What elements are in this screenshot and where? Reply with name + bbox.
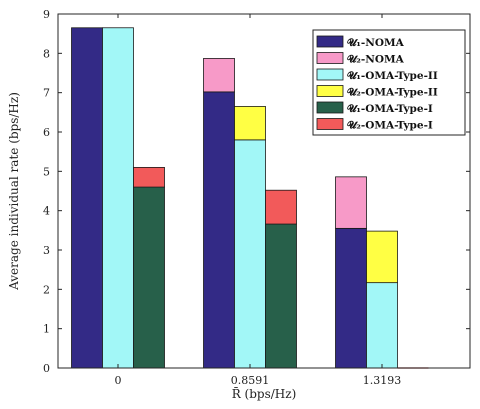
bar-noma-u1-1 <box>203 91 235 369</box>
bar-oma-type-i-u1-1 <box>265 223 297 369</box>
y-tick-label: 9 <box>43 8 50 21</box>
bar-oma-type-i-u2-0 <box>133 166 165 188</box>
legend-swatch <box>316 35 344 48</box>
bar-oma-type-ii-u2-2 <box>366 230 398 284</box>
y-axis-label: Average individual rate (bps/Hz) <box>7 92 21 291</box>
legend-label: 𝓤₁-NOMA <box>347 36 405 49</box>
legend-label: 𝓤₁-OMA-Type-I <box>347 102 433 115</box>
bar-oma-type-i-u1-0 <box>133 186 165 369</box>
legend-box <box>312 29 466 136</box>
bar-oma-type-ii-u1-2 <box>366 282 398 369</box>
bar-oma-type-ii-u1-0 <box>102 27 134 369</box>
legend-swatch <box>316 68 344 81</box>
y-tick-label: 8 <box>43 47 50 60</box>
legend-label: 𝓤₁-OMA-Type-II <box>347 69 438 82</box>
y-tick-label: 3 <box>43 244 50 257</box>
legend-label: 𝓤₂-NOMA <box>347 53 405 66</box>
x-axis-ticks: 0 0.8591 1.3193 <box>115 14 402 387</box>
bar-noma-u1-2 <box>335 227 367 369</box>
x-tick-label: 1.3193 <box>363 374 402 387</box>
y-tick-label: 1 <box>43 323 50 336</box>
x-tick-label: 0.8591 <box>231 374 270 387</box>
bar-oma-type-i-u2-1 <box>265 189 297 225</box>
legend-label: 𝓤₂-OMA-Type-II <box>347 86 438 99</box>
y-tick-label: 7 <box>43 87 50 100</box>
legend-swatch <box>316 85 344 97</box>
x-axis-label: R̄ (bps/Hz) <box>232 386 297 401</box>
legend-swatch <box>316 118 344 130</box>
plot-frame <box>57 13 471 369</box>
y-tick-label: 5 <box>43 165 50 178</box>
bar-noma-u2-1 <box>203 58 235 93</box>
bar-oma-type-ii-u2-1 <box>234 106 266 141</box>
y-tick-label: 4 <box>43 205 50 218</box>
y-axis-ticks: 0 1 2 3 4 5 6 7 8 9 <box>43 8 470 375</box>
y-tick-label: 6 <box>43 126 50 139</box>
y-tick-label: 2 <box>43 283 50 296</box>
legend-swatch <box>316 52 344 64</box>
bar-noma-u1-0 <box>71 27 103 369</box>
x-tick-label: 0 <box>115 374 122 387</box>
legend-swatch <box>316 101 344 114</box>
bar-noma-u2-2 <box>335 176 367 229</box>
legend-label: 𝓤₂-OMA-Type-I <box>347 119 433 132</box>
bar-oma-type-ii-u1-1 <box>234 139 266 369</box>
legend: 𝓤₁-NOMA 𝓤₂-NOMA 𝓤₁-OMA-Type-II 𝓤₂-OMA-Type-… <box>312 29 466 136</box>
y-tick-label: 0 <box>43 362 50 375</box>
bar-series-layer <box>71 27 429 369</box>
